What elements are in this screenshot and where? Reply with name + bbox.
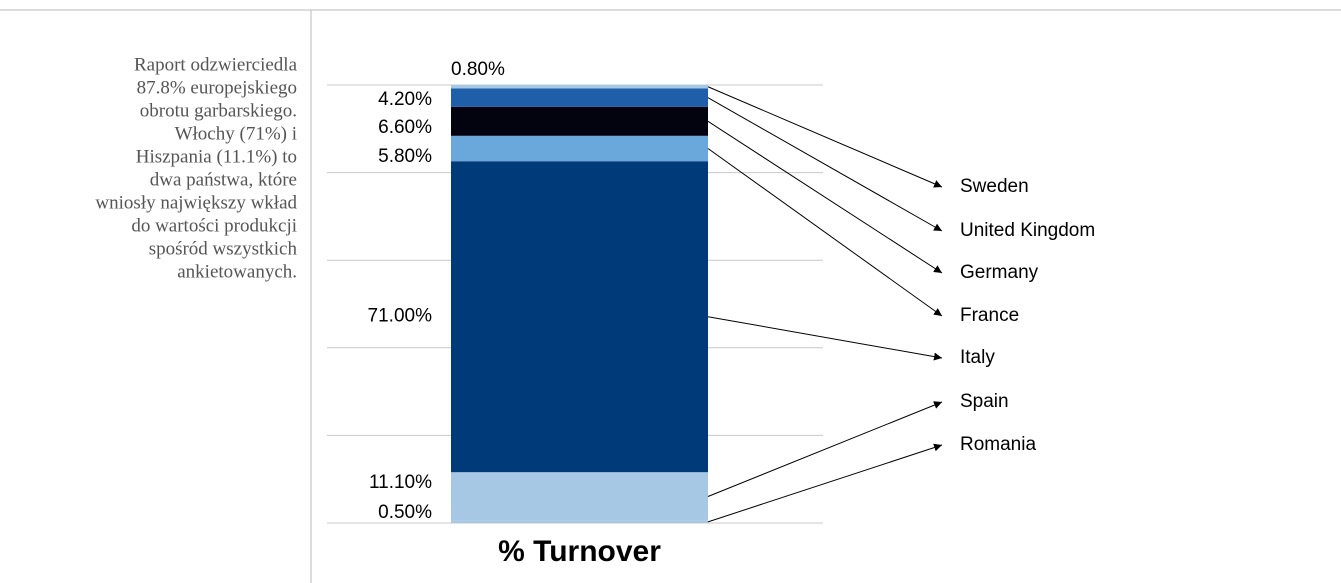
note-line: do wartości produkcji — [131, 215, 297, 236]
value-label: 6.60% — [378, 117, 432, 138]
legend-label: Sweden — [960, 176, 1029, 197]
bar-segment — [451, 472, 708, 521]
bar-segment — [451, 520, 708, 523]
bar-segment — [451, 85, 708, 89]
legend-label: Italy — [960, 347, 995, 368]
note-line: Hiszpania (11.1%) to — [136, 146, 297, 167]
legend-label: United Kingdom — [960, 220, 1095, 241]
legend-arrow — [707, 86, 943, 188]
bar-segment — [451, 161, 708, 473]
value-label: 4.20% — [378, 89, 432, 110]
legend-arrow — [707, 316, 943, 361]
bar-segment — [451, 106, 708, 136]
value-label: 0.80% — [451, 59, 505, 80]
bar-segment — [451, 135, 708, 162]
note-line: obrotu garbarskiego. — [140, 100, 297, 121]
note-line: 87.8% europejskiego — [137, 77, 297, 98]
legend-label: Spain — [960, 391, 1009, 412]
legend-arrow — [707, 401, 943, 497]
note-line: wniosły największy wkład — [95, 192, 297, 213]
value-label: 0.50% — [378, 502, 432, 523]
legend-arrow — [707, 120, 943, 274]
note-line: ankietowanych. — [177, 261, 297, 282]
note-line: Włochy (71%) i — [175, 123, 297, 144]
note-line: spośród wszystkich — [149, 238, 298, 259]
note-line: dwa państwa, które — [150, 169, 297, 190]
value-label: 5.80% — [378, 146, 432, 167]
legend-label: Germany — [960, 262, 1039, 283]
legend-arrow — [707, 148, 943, 317]
x-tick-label: % Turnover — [498, 535, 661, 568]
value-label: 71.00% — [368, 306, 433, 327]
legend-label: France — [960, 305, 1019, 326]
bar-segment — [451, 88, 708, 107]
legend-arrow — [707, 443, 943, 523]
note-line: Raport odzwierciedla — [134, 54, 298, 75]
legend-label: Romania — [960, 434, 1036, 455]
value-label: 11.10% — [369, 472, 432, 493]
legend-arrow — [707, 97, 943, 232]
